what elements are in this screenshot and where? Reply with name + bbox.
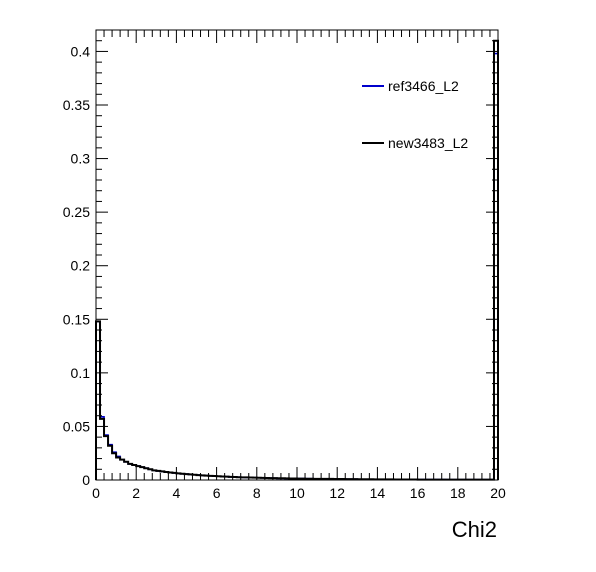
x-tick-label: 20 [490, 485, 506, 501]
x-axis-label: Chi2 [452, 517, 497, 542]
x-axis-ticks: 0 2 4 6 8 10 12 14 16 18 20 [92, 30, 506, 501]
y-tick-label: 0.25 [63, 204, 90, 220]
x-tick-label: 18 [450, 485, 466, 501]
y-tick-label: 0 [82, 472, 90, 488]
legend: ref3466_L2 new3483_L2 [362, 78, 468, 151]
legend-label: new3483_L2 [388, 135, 468, 151]
y-tick-label: 0.4 [71, 43, 91, 59]
y-tick-label: 0.35 [63, 97, 90, 113]
y-tick-label: 0.1 [71, 365, 91, 381]
y-tick-label: 0.3 [71, 151, 91, 167]
x-tick-label: 4 [173, 485, 181, 501]
x-tick-label: 0 [92, 485, 100, 501]
x-tick-label: 2 [132, 485, 140, 501]
x-tick-label: 10 [289, 485, 305, 501]
legend-label: ref3466_L2 [388, 78, 459, 94]
y-tick-label: 0.2 [71, 258, 91, 274]
y-axis-ticks: 0 0.05 0.1 0.15 0.2 0.25 0.3 0.35 0.4 [63, 40, 498, 488]
x-tick-label: 8 [253, 485, 261, 501]
x-tick-label: 14 [370, 485, 386, 501]
x-tick-label: 12 [329, 485, 345, 501]
x-tick-label: 16 [410, 485, 426, 501]
x-tick-label: 6 [213, 485, 221, 501]
y-tick-label: 0.15 [63, 311, 90, 327]
y-tick-label: 0.05 [63, 418, 90, 434]
